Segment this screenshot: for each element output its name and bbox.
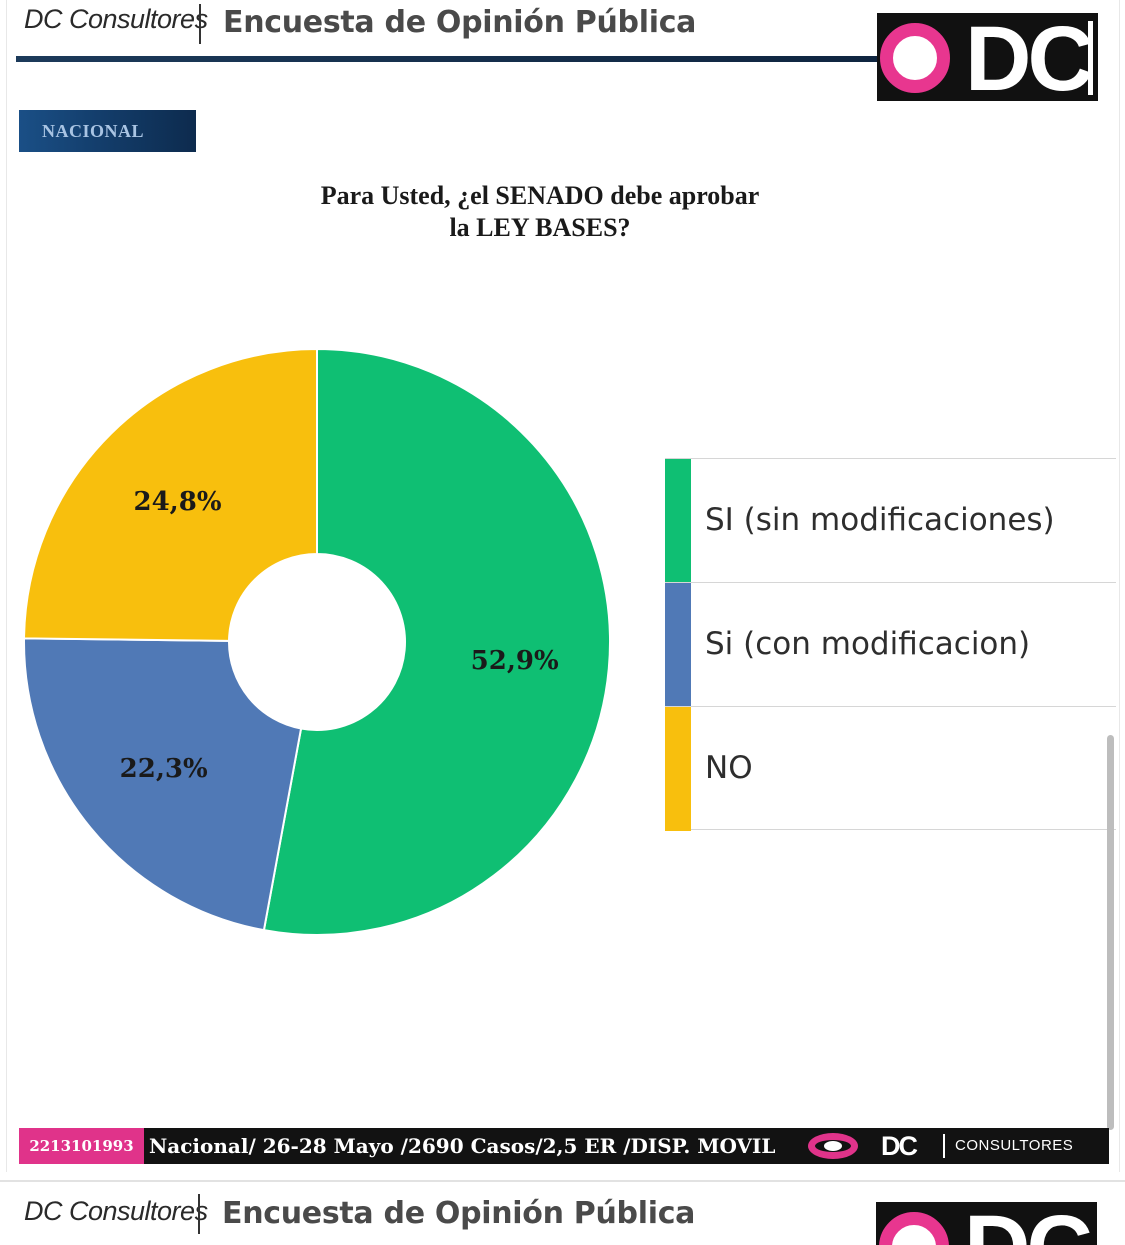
logo-bar [1088,21,1093,95]
header-rule [16,56,878,62]
donut-labels: 52,9% 22,3% 24,8% [120,487,559,784]
legend-item-si-con: Si (con modificacion) [665,582,1116,707]
legend-label-si-con: Si (con modificacion) [705,626,1031,662]
footer-logo-word: CONSULTORES [955,1137,1074,1154]
next-survey-title: Encuesta de Opinión Pública [222,1196,696,1231]
next-logo-ring-icon [879,1212,949,1245]
label-si-con: 22,3% [120,754,208,784]
slice-no [23,347,318,642]
logo-letters: DC [965,13,1094,101]
next-brand-name: DC Consultores [24,1196,208,1226]
label-no: 24,8% [134,487,222,517]
footer-logo-letters: DC [881,1131,918,1161]
footer-bar: 2213101993 Nacional/ 26-28 Mayo /2690 Ca… [19,1128,1109,1164]
chart-title-line-1: Para Usted, ¿el SENADO debe aprobar [320,181,760,210]
legend-label-no: NO [705,750,753,786]
next-header-divider [198,1194,200,1234]
legend-swatch-si-con [665,583,691,707]
slice-si-sin [262,347,611,936]
next-logo-letters: DC [964,1202,1093,1245]
chart-title-line-2: la LEY BASES? [449,213,631,242]
dc-logo: DC [877,13,1098,101]
label-si-sin: 52,9% [471,646,559,676]
brand-name: DC Consultores [24,4,208,34]
legend-item-no: NO [665,706,1116,831]
header-divider [199,4,201,44]
chart-legend: SI (sin modificaciones) Si (con modifica… [665,458,1116,831]
region-tag: NACIONAL [19,110,196,152]
legend-label-si-sin: SI (sin modificaciones) [705,502,1055,538]
footer-meta: Nacional/ 26-28 Mayo /2690 Casos/2,5 ER … [149,1134,776,1158]
donut-chart: 52,9% 22,3% 24,8% [23,347,611,936]
footer-logo-divider [943,1134,945,1158]
survey-title: Encuesta de Opinión Pública [223,5,697,40]
footer-phone: 2213101993 [19,1128,144,1164]
slice-si-con [23,637,303,932]
scrollbar[interactable] [1107,735,1114,1130]
next-page-preview: DC Consultores Encuesta de Opinión Públi… [0,1180,1125,1245]
donut-slices [23,347,611,936]
logo-ring-icon [880,23,950,93]
next-dc-logo: DC [876,1202,1097,1245]
chart-title: Para Usted, ¿el SENADO debe aprobar la L… [240,180,840,244]
legend-swatch-no [665,707,691,831]
footer-ring-icon [808,1133,858,1159]
legend-swatch-si-sin [665,459,691,583]
legend-item-si-sin: SI (sin modificaciones) [665,458,1116,583]
